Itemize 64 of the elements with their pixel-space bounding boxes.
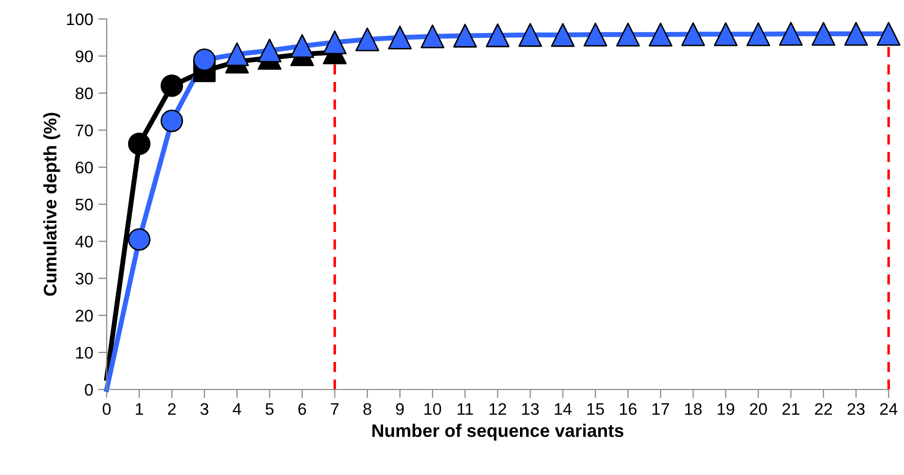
x-tick-label: 1 [136, 403, 144, 415]
y-tick-label: 90 [76, 50, 93, 62]
x-tick-label: 8 [363, 403, 372, 415]
x-tick-label: 18 [685, 403, 702, 415]
x-tick-label: 0 [102, 403, 111, 415]
x-tick-label: 23 [848, 403, 865, 415]
point [681, 22, 706, 46]
y-tick-label: 50 [76, 198, 93, 210]
x-tick-label: 17 [652, 403, 669, 415]
point [486, 23, 510, 48]
x-tick-label: 20 [750, 403, 767, 415]
point [778, 22, 803, 46]
y-tick-label: 40 [75, 236, 93, 248]
point [420, 24, 444, 48]
y-tick-label: 0 [84, 384, 93, 396]
y-tick-label: 30 [76, 272, 93, 285]
y-tick-label: 70 [76, 124, 93, 136]
point [844, 22, 868, 46]
y-tick-label: 100 [66, 13, 93, 26]
point [518, 23, 542, 47]
point [453, 24, 477, 48]
x-axis-title: Number of sequence variants [372, 424, 624, 441]
x-tick-label: 10 [424, 403, 442, 415]
y-tick-label: 80 [76, 88, 93, 100]
x-tick-label: 7 [330, 403, 339, 415]
point [616, 22, 640, 46]
point [128, 228, 150, 251]
x-tick-label: 15 [587, 403, 604, 415]
point [322, 30, 347, 54]
x-tick-label: 5 [266, 403, 274, 415]
x-tick-label: 13 [522, 403, 539, 415]
point [746, 22, 770, 46]
x-tick-label: 19 [718, 403, 734, 415]
x-tick-label: 2 [168, 403, 176, 415]
y-axis-title: Cumulative depth (%) [43, 112, 60, 296]
point [584, 22, 608, 46]
x-tick-label: 9 [396, 403, 404, 415]
x-tick-label: 6 [298, 403, 306, 415]
point [812, 22, 836, 46]
point [258, 38, 282, 62]
point [193, 48, 216, 71]
x-tick-label: 11 [458, 403, 473, 415]
point [714, 22, 738, 46]
x-tick-label: 22 [815, 403, 832, 415]
y-tick-label: 10 [76, 346, 93, 359]
point [876, 22, 901, 46]
x-tick-label: 3 [200, 403, 208, 415]
point [388, 26, 412, 50]
x-tick-label: 24 [880, 403, 898, 415]
x-tick-label: 14 [554, 403, 572, 415]
x-tick-label: 4 [232, 403, 242, 415]
x-tick-label: 16 [620, 403, 637, 415]
y-tick-label: 60 [76, 162, 93, 174]
x-tick-label: 21 [782, 403, 800, 415]
point [160, 110, 184, 132]
x-tick-label: 12 [490, 403, 506, 415]
point [225, 42, 249, 66]
point [128, 132, 150, 156]
point [355, 27, 380, 52]
point [550, 23, 575, 47]
point [648, 22, 672, 46]
point [290, 34, 314, 58]
y-tick-label: 20 [76, 310, 93, 322]
point [160, 74, 184, 97]
